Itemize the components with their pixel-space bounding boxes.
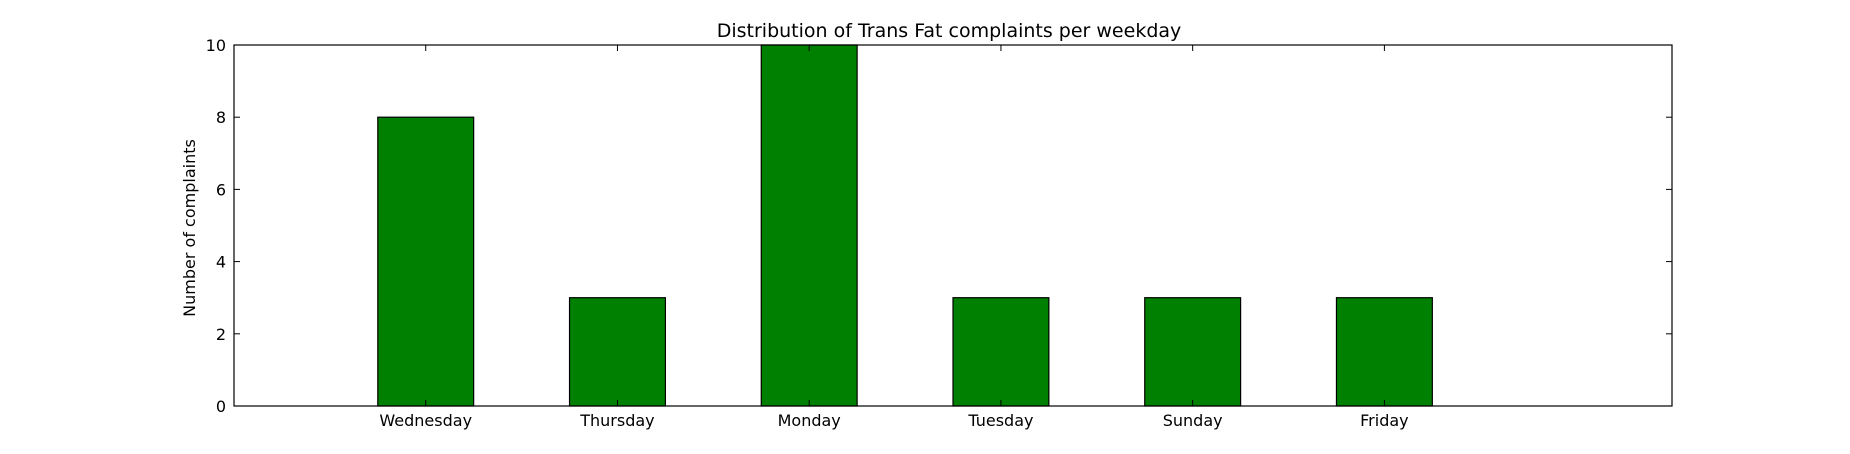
bar-tuesday xyxy=(952,297,1050,407)
y-tick-label: 2 xyxy=(216,325,226,344)
bar-friday xyxy=(1335,297,1433,407)
bar-thursday xyxy=(568,297,666,407)
x-tick-label: Friday xyxy=(1360,411,1409,430)
y-tick-label: 10 xyxy=(206,36,226,55)
plot-area: Wednesday Thursday Monday Tuesday Sunday Frid… xyxy=(206,36,1673,430)
bar-sunday xyxy=(1144,297,1242,407)
y-tick-label: 0 xyxy=(216,397,226,416)
axes-frame xyxy=(233,44,1673,407)
bar-monday xyxy=(760,44,858,407)
x-tick-label: Monday xyxy=(778,411,841,430)
x-tick-label: Wednesday xyxy=(379,411,472,430)
y-tick-label: 8 xyxy=(216,108,226,127)
y-tick-label: 6 xyxy=(216,180,226,199)
y-axis-label: Number of complaints xyxy=(180,139,199,317)
x-tick-label: Tuesday xyxy=(967,411,1033,430)
x-tick-label: Sunday xyxy=(1163,411,1223,430)
y-tick-label: 4 xyxy=(216,253,226,272)
bar-wednesday xyxy=(377,116,475,407)
chart-title: Distribution of Trans Fat complaints per… xyxy=(717,20,1182,42)
x-tick-label: Thursday xyxy=(579,411,654,430)
